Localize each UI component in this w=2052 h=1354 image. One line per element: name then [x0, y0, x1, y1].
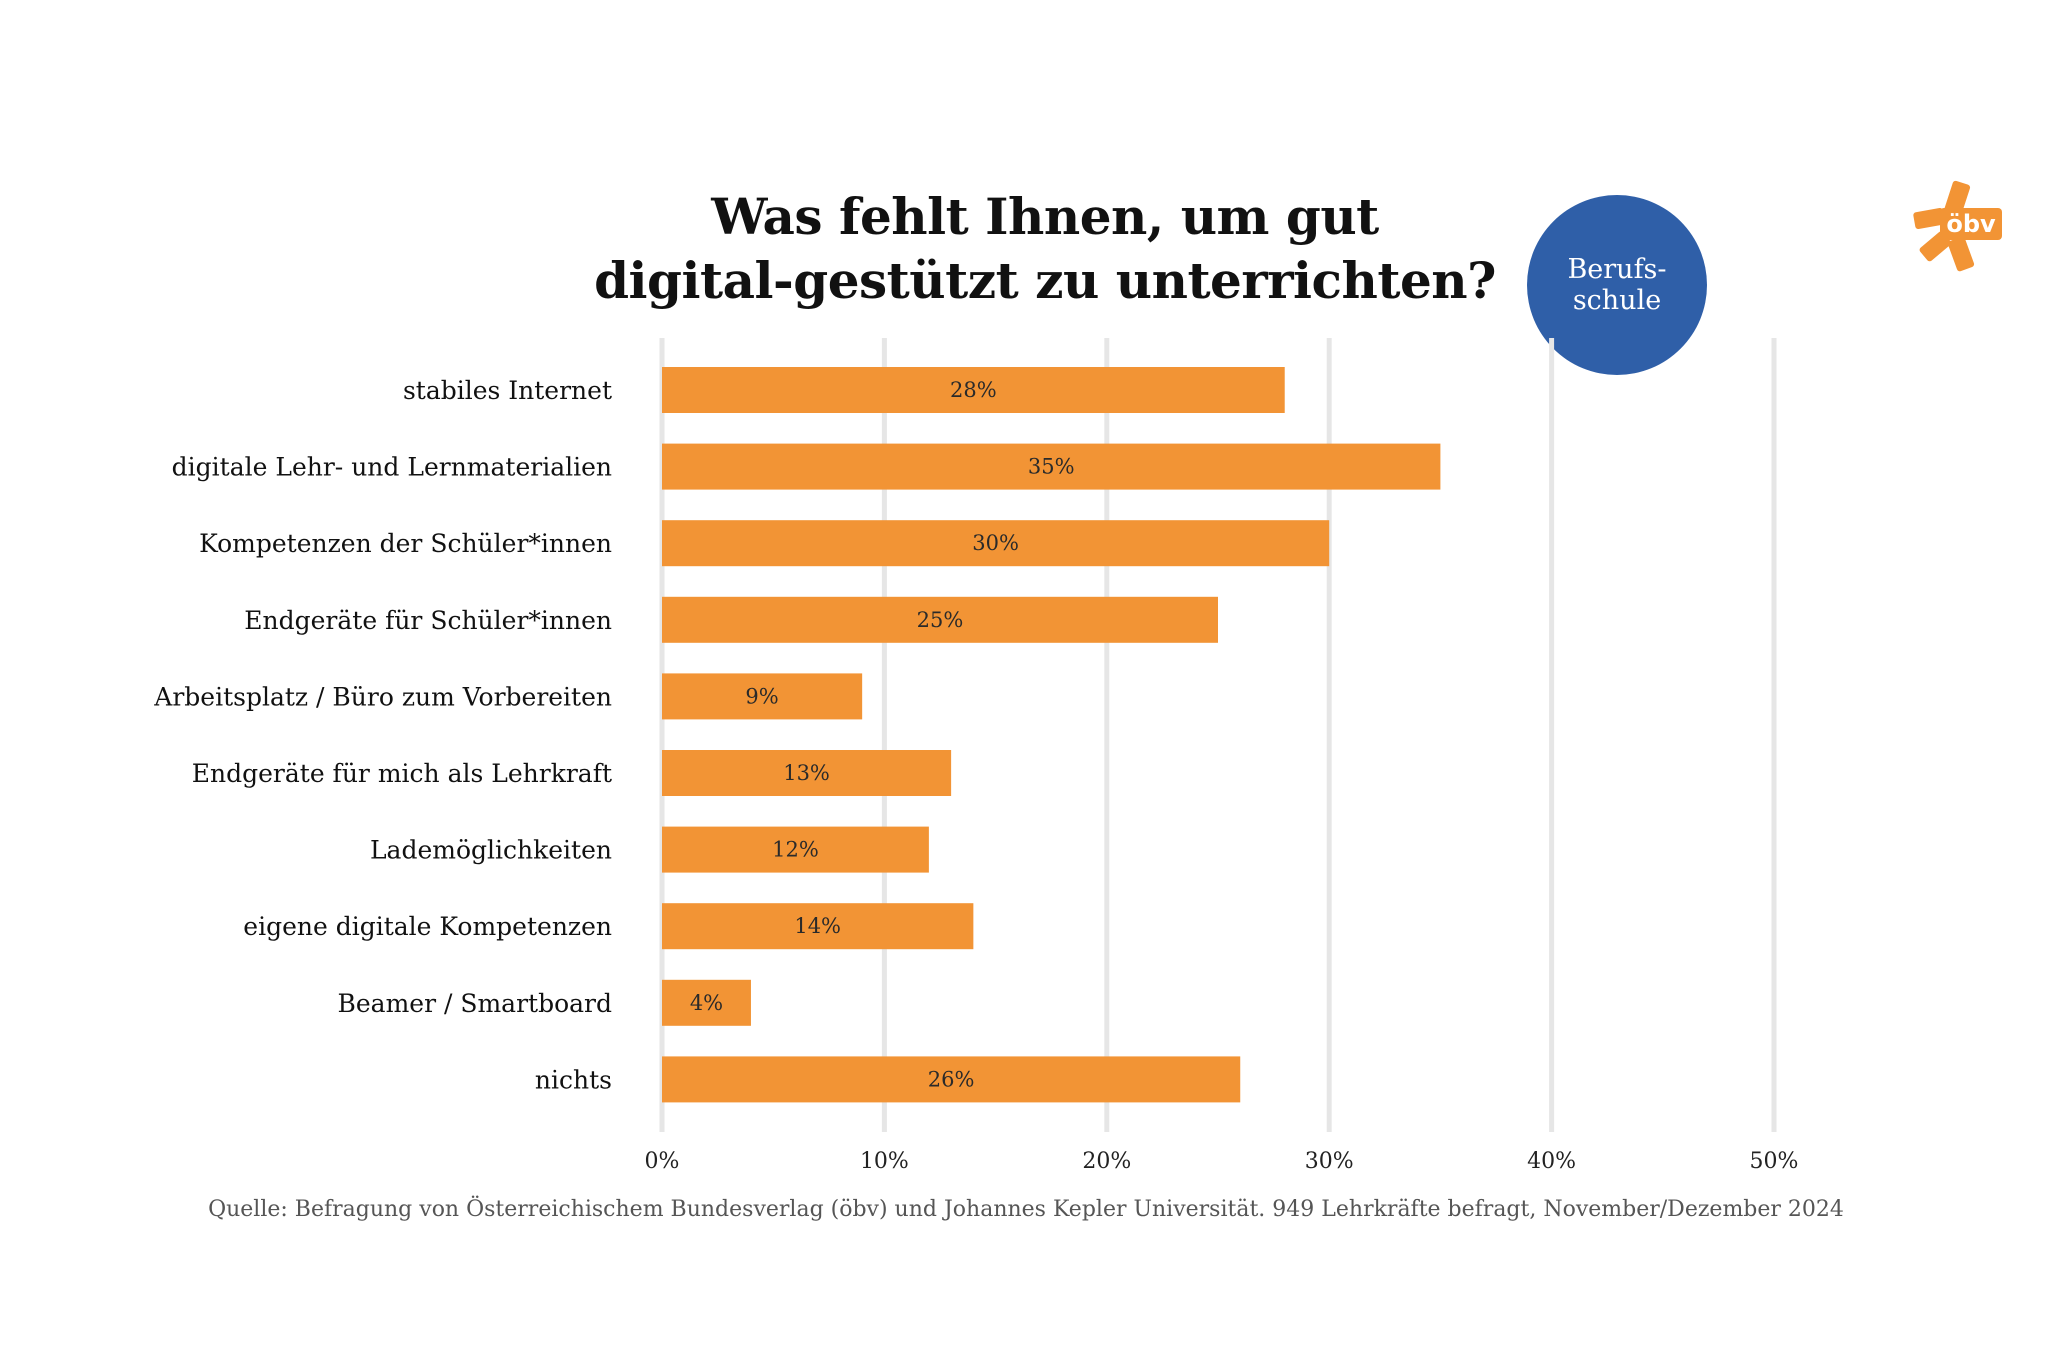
bar-value-label: 12%	[772, 838, 819, 862]
category-label: Lademöglichkeiten	[370, 836, 612, 865]
x-tick-label: 0%	[645, 1149, 680, 1174]
category-label: Endgeräte für Schüler*innen	[244, 606, 612, 635]
bar-value-label: 26%	[928, 1067, 975, 1091]
bar-value-label: 25%	[917, 608, 964, 632]
source-note: Quelle: Befragung von Österreichischem B…	[208, 1197, 1844, 1222]
x-tick-label: 20%	[1082, 1149, 1131, 1174]
bar	[662, 979, 751, 1026]
bar-value-label: 14%	[794, 914, 841, 938]
category-label: Beamer / Smartboard	[338, 989, 613, 1018]
bar	[662, 367, 1285, 413]
oebv-logo-text: öbv	[1946, 210, 1996, 238]
school-type-badge: Berufs- schule	[1527, 195, 1707, 375]
category-label: Endgeräte für mich als Lehrkraft	[192, 759, 612, 788]
x-tick-labels: 0% 10% 20% 30% 40% 50%	[645, 1149, 1799, 1174]
category-labels: stabiles Internet digitale Lehr- und Lern…	[153, 376, 612, 1094]
bar-value-label: 13%	[783, 761, 830, 785]
badge-line-1: Berufs-	[1567, 254, 1667, 285]
bar-value-label: 4%	[690, 991, 723, 1015]
bar	[662, 673, 863, 720]
x-tick-label: 50%	[1750, 1149, 1799, 1174]
oebv-logo-star-icon	[1913, 180, 2002, 272]
bar-value-labels: 28% 35% 30% 25% 9% 13% 12% 14% 4% 26%	[690, 378, 1075, 1091]
category-label: eigene digitale Kompetenzen	[243, 912, 612, 941]
chart-title-line-1: Was fehlt Ihnen, um gut	[711, 187, 1379, 246]
bars	[662, 367, 1441, 1103]
bar	[662, 903, 974, 950]
x-tick-label: 10%	[860, 1149, 909, 1174]
bar-value-label: 30%	[972, 531, 1019, 555]
badge-line-2: schule	[1572, 285, 1662, 316]
bar	[662, 826, 929, 873]
chart-title-line-2: digital-gestützt zu unterrichten?	[594, 251, 1496, 310]
bar	[662, 520, 1330, 567]
oebv-logo: öbv	[1913, 180, 2002, 272]
bar	[662, 750, 952, 796]
bar-value-label: 9%	[745, 684, 778, 708]
bar	[662, 596, 1218, 643]
category-label: stabiles Internet	[403, 376, 612, 405]
category-label: digitale Lehr- und Lernmaterialien	[172, 453, 612, 482]
bar	[662, 443, 1441, 490]
category-label: nichts	[535, 1065, 612, 1094]
chart-title: Was fehlt Ihnen, um gut digital-gestützt…	[530, 185, 1560, 313]
x-tick-label: 40%	[1527, 1149, 1576, 1174]
category-label: Arbeitsplatz / Büro zum Vorbereiten	[153, 682, 612, 711]
bar-value-label: 35%	[1028, 455, 1075, 479]
x-tick-label: 30%	[1305, 1149, 1354, 1174]
bar-value-label: 28%	[950, 378, 997, 402]
bar	[662, 1056, 1241, 1103]
category-label: Kompetenzen der Schüler*innen	[199, 529, 612, 558]
